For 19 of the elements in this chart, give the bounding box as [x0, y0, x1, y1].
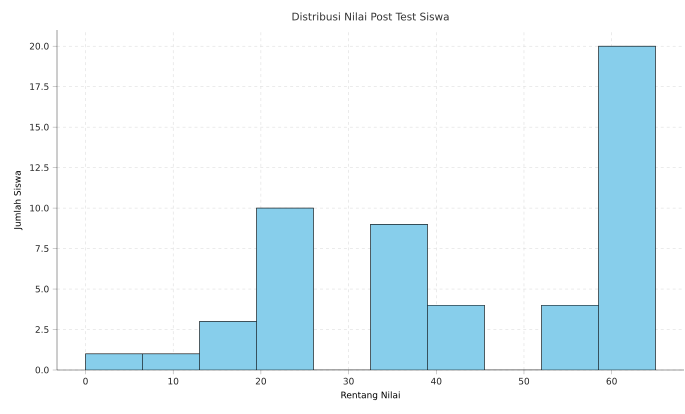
y-tick-label: 10.0	[30, 204, 49, 212]
y-tick-label: 15.0	[30, 124, 49, 131]
x-tick-label: 60	[606, 378, 617, 385]
y-tick-label: 7.5	[36, 245, 48, 252]
x-axis-title: Rentang Nilai	[341, 391, 400, 400]
x-tick-label: 0	[83, 378, 88, 385]
chart-title: Distribusi Nilai Post Test Siswa	[292, 12, 449, 20]
x-tick-label: 10	[168, 378, 178, 385]
y-tick-label: 17.5	[30, 83, 48, 90]
y-tick-label: 20.0	[30, 42, 49, 50]
x-tick-label: 40	[431, 378, 442, 385]
y-tick-label: 12.5	[30, 164, 48, 172]
x-tick-label: 30	[344, 378, 354, 385]
y-tick-label: 5.0	[36, 286, 49, 292]
y-tick-label: 0.0	[36, 366, 49, 374]
x-tick-label: 20	[256, 378, 266, 385]
y-axis-title: Jumlah Siswa	[14, 171, 22, 230]
y-tick-label: 2.5	[36, 326, 48, 333]
x-tick-label: 50	[518, 378, 530, 385]
